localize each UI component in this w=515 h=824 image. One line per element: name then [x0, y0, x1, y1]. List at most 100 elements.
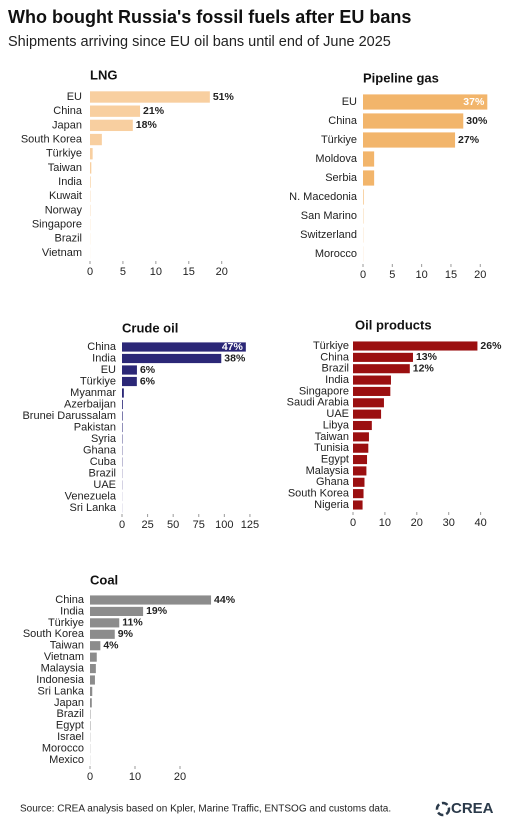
category-label: India — [58, 176, 83, 188]
share-label: 26% — [480, 340, 502, 352]
category-label: Sri Lanka — [70, 502, 117, 514]
category-label: Saudi Arabia — [287, 397, 350, 409]
category-label: Taiwan — [48, 162, 82, 174]
category-label: Brazil — [54, 233, 82, 245]
category-label: Indonesia — [36, 674, 85, 686]
panel-title: Crude oil — [122, 320, 178, 335]
category-label: Brazil — [321, 363, 349, 375]
category-label: Cuba — [90, 456, 117, 468]
category-label: Sri Lanka — [38, 685, 85, 697]
category-label: Brazil — [88, 467, 116, 479]
category-label: Pakistan — [74, 421, 116, 433]
category-label: Morocco — [315, 248, 357, 260]
source: Source: CREA analysis based on Kpler, Ma… — [20, 804, 391, 815]
bar — [363, 189, 364, 205]
category-label: China — [320, 351, 350, 363]
bar — [353, 386, 391, 396]
bar — [90, 686, 93, 696]
bar — [90, 148, 93, 160]
category-label: Morocco — [42, 742, 84, 754]
category-label: Brunei Darussalam — [22, 410, 116, 422]
logo-icon — [435, 801, 451, 817]
panel-title: Coal — [90, 572, 118, 587]
category-label: Taiwan — [315, 431, 349, 443]
category-label: Nigeria — [314, 499, 350, 511]
bar — [353, 443, 369, 453]
category-label: N. Macedonia — [289, 191, 358, 203]
logo: CREA — [451, 800, 494, 817]
bar — [90, 675, 95, 685]
share-label: 30% — [466, 115, 488, 127]
bar — [90, 162, 92, 174]
category-label: South Korea — [23, 628, 85, 640]
share-label: 13% — [416, 351, 438, 363]
share-label: 4% — [103, 639, 119, 651]
figure-subtitle: Shipments arriving since EU oil bans unt… — [8, 34, 391, 50]
bar — [90, 641, 101, 651]
bar — [90, 119, 133, 132]
category-label: Malaysia — [306, 465, 350, 477]
share-label: 12% — [413, 362, 435, 374]
category-label: Venezuela — [65, 490, 117, 502]
bar — [353, 477, 365, 487]
category-label: Ghana — [316, 476, 350, 488]
category-label: EU — [342, 96, 357, 108]
x-tick-label: 5 — [389, 269, 395, 281]
category-label: India — [60, 605, 85, 617]
x-tick-label: 10 — [416, 269, 428, 281]
category-label: Türkiye — [46, 148, 82, 160]
panel-title: Oil products — [355, 317, 432, 332]
bar — [363, 113, 464, 129]
category-label: Malaysia — [41, 662, 85, 674]
category-label: South Korea — [21, 133, 83, 145]
category-label: India — [325, 374, 350, 386]
category-label: Vietnam — [42, 247, 82, 259]
category-label: EU — [67, 91, 82, 103]
category-label: Serbia — [325, 172, 358, 184]
share-label: 47% — [222, 341, 244, 353]
bar — [353, 500, 363, 510]
bar — [353, 432, 369, 442]
x-tick-label: 20 — [216, 266, 228, 278]
category-label: Tunisia — [314, 442, 350, 454]
category-label: Japan — [54, 697, 84, 709]
category-label: India — [92, 352, 117, 364]
x-tick-label: 20 — [474, 269, 486, 281]
figure-title: Who bought Russia's fossil fuels after E… — [8, 7, 411, 27]
bar — [122, 411, 123, 421]
category-label: China — [87, 341, 117, 353]
bar — [90, 652, 97, 662]
category-label: China — [55, 594, 85, 606]
x-tick-label: 20 — [411, 517, 423, 529]
bar — [363, 132, 456, 148]
x-tick-label: 100 — [215, 519, 233, 531]
share-label: 6% — [140, 364, 156, 376]
x-tick-label: 0 — [87, 266, 93, 278]
category-label: San Marino — [301, 210, 357, 222]
category-label: EU — [101, 364, 116, 376]
category-label: Azerbaijan — [64, 398, 116, 410]
bar — [90, 629, 115, 639]
share-label: 38% — [224, 352, 246, 364]
bar — [122, 399, 123, 410]
category-label: Switzerland — [300, 229, 357, 241]
bar — [353, 489, 364, 499]
category-label: Türkiye — [48, 617, 84, 629]
bar — [353, 341, 478, 351]
category-label: China — [328, 115, 358, 127]
category-label: Türkiye — [313, 340, 349, 352]
x-tick-label: 10 — [129, 771, 141, 783]
category-label: UAE — [93, 479, 116, 491]
bar — [363, 94, 488, 110]
category-label: Ghana — [83, 444, 117, 456]
category-label: Egypt — [321, 453, 349, 465]
category-label: Türkiye — [321, 134, 357, 146]
category-label: UAE — [326, 408, 349, 420]
bar — [90, 176, 91, 188]
category-label: Japan — [52, 119, 82, 131]
share-label: 18% — [136, 119, 158, 131]
category-label: Libya — [323, 419, 350, 431]
bar — [90, 595, 212, 605]
x-tick-label: 15 — [445, 269, 457, 281]
